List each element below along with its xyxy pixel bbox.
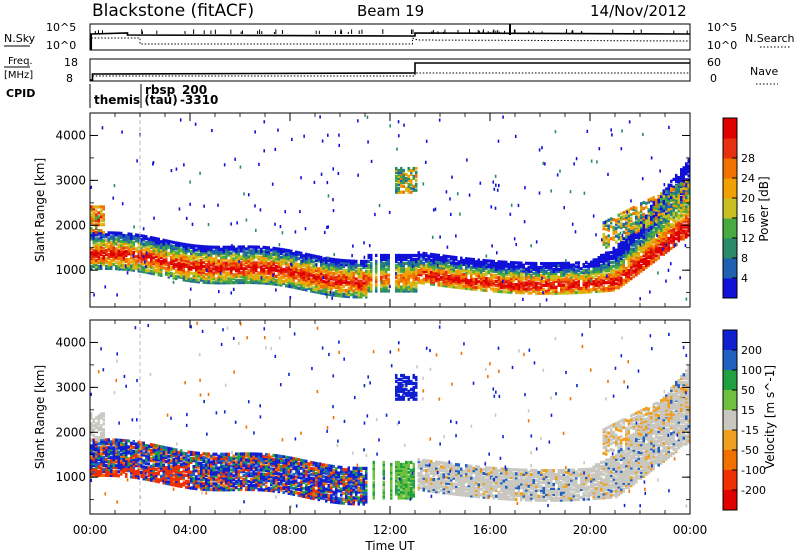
colorbar-tick-label: -50	[741, 444, 759, 457]
x-tick-label: 08:00	[273, 523, 308, 537]
velocity-heatmap	[90, 320, 690, 514]
nave-label: Nave	[750, 65, 778, 78]
y-tick-label: 4000	[55, 128, 86, 142]
freq-tick-high: 18	[64, 56, 78, 69]
freq-series	[90, 62, 690, 81]
velocity-colorbar: 200 100 50 15 -15 -50 -100 -200 Velocity [m s^-…	[722, 329, 777, 511]
time-xlabel: Time UT	[364, 539, 415, 553]
colorbar-tick-label: 16	[741, 212, 755, 225]
y-tick-label: 1000	[55, 470, 86, 484]
nsky-tick-high: 10^5	[46, 21, 76, 34]
x-tick-label: 00:00	[673, 523, 708, 537]
velocity-colorbar-label: Velocity [m s^-1]	[763, 365, 777, 469]
power-heatmap	[90, 113, 690, 307]
colorbar-swatch	[723, 178, 737, 199]
cpid-label: CPID	[6, 87, 35, 100]
colorbar-swatch	[723, 410, 737, 431]
power-colorbar-label: Power [dB]	[757, 176, 771, 241]
power-ylabel: Slant Range [km]	[33, 158, 47, 262]
nsky-panel: N.Sky 10^5 10^0 10^5 10^0 N.Search	[4, 21, 795, 52]
colorbar-tick-label: 15	[741, 404, 755, 417]
colorbar-tick-label: 8	[741, 252, 748, 265]
cpid-mode-2-code: 200	[182, 83, 207, 97]
x-tick-label: 00:00	[73, 523, 108, 537]
nsearch-tick-high: 10^5	[707, 21, 737, 34]
velocity-ylabel: Slant Range [km]	[33, 365, 47, 469]
nsearch-label: N.Search	[745, 32, 795, 45]
power-panel: 1000 2000 3000 4000 Slant Range [km]	[33, 112, 691, 308]
velocity-panel: 00:00 04:00 08:00 12:00 16:00 20:00 00:00 1000…	[33, 319, 708, 553]
nsearch-series	[91, 37, 691, 45]
colorbar-tick-label: 50	[741, 384, 755, 397]
nsky-tick-low: 10^0	[46, 39, 76, 52]
colorbar-tick-label: 28	[741, 152, 755, 165]
freq-label-line2: [MHz]	[4, 70, 33, 81]
x-tick-label: 16:00	[473, 523, 508, 537]
colorbar-swatch	[723, 198, 737, 219]
power-colorbar: 4 8 12 16 20 24 28 Power [dB]	[722, 117, 771, 299]
y-tick-label: 3000	[55, 380, 86, 394]
colorbar-swatch	[723, 490, 737, 511]
y-tick-label: 2000	[55, 425, 86, 439]
colorbar-swatch	[723, 138, 737, 159]
colorbar-tick-label: 4	[741, 272, 748, 285]
nsky-label: N.Sky	[4, 32, 36, 45]
y-tick-label: 1000	[55, 263, 86, 277]
colorbar-tick-label: 12	[741, 232, 755, 245]
colorbar-tick-label: 20	[741, 192, 755, 205]
cpid-panel: CPID themis (tau) -3310 rbsp 200	[6, 83, 218, 108]
colorbar-swatch	[723, 278, 737, 299]
colorbar-swatch	[723, 370, 737, 391]
colorbar-swatch	[723, 158, 737, 179]
colorbar-tick-label: 24	[741, 172, 755, 185]
colorbar-swatch	[723, 350, 737, 371]
nave-series	[92, 72, 690, 77]
station-title: Blackstone (fitACF)	[92, 1, 254, 21]
colorbar-swatch	[723, 470, 737, 491]
cpid-mode-2-name: rbsp	[145, 83, 176, 97]
colorbar-swatch	[723, 450, 737, 471]
colorbar-tick-label: 200	[741, 344, 762, 357]
nave-tick-low: 0	[710, 72, 717, 85]
colorbar-swatch	[723, 390, 737, 411]
colorbar-swatch	[723, 330, 737, 351]
colorbar-tick-label: -100	[741, 464, 766, 477]
x-tick-label: 12:00	[373, 523, 408, 537]
nsky-series	[90, 32, 691, 50]
colorbar-swatch	[723, 238, 737, 259]
x-tick-label: 20:00	[573, 523, 608, 537]
x-tick-label: 04:00	[173, 523, 208, 537]
colorbar-tick-label: 100	[741, 364, 762, 377]
y-tick-label: 2000	[55, 218, 86, 232]
colorbar-tick-label: -200	[741, 484, 766, 497]
nsky-spikes	[94, 24, 688, 35]
nsearch-tick-low: 10^0	[707, 39, 737, 52]
freq-tick-low: 8	[66, 72, 73, 85]
colorbar-swatch	[723, 258, 737, 279]
nave-tick-high: 60	[707, 56, 721, 69]
beam-label: Beam 19	[357, 2, 424, 20]
y-tick-label: 4000	[55, 335, 86, 349]
y-tick-label: 3000	[55, 173, 86, 187]
colorbar-swatch	[723, 430, 737, 451]
cpid-mode-1-code: -3310	[180, 93, 218, 107]
freq-panel: Freq. [MHz] 18 8 60 0 Nave	[4, 56, 778, 85]
colorbar-tick-label: -15	[741, 424, 759, 437]
colorbar-swatch	[723, 218, 737, 239]
colorbar-swatch	[723, 118, 737, 139]
freq-label-line1: Freq.	[8, 56, 33, 67]
date-label: 14/Nov/2012	[590, 2, 687, 20]
cpid-mode-1-name: themis (tau)	[94, 93, 178, 107]
